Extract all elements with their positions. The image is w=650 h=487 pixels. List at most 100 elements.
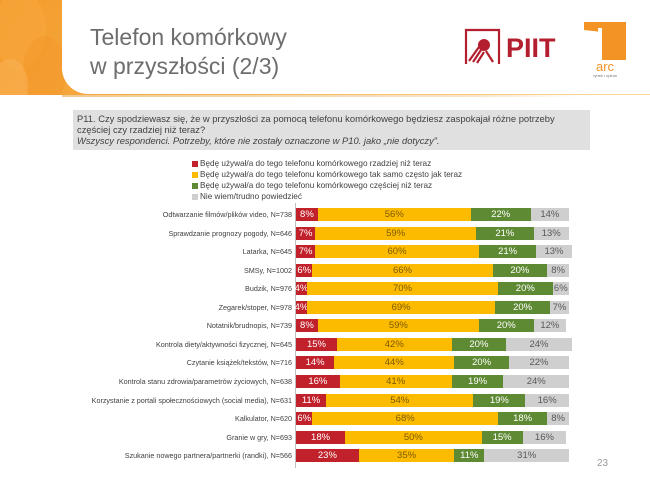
bar-segment xyxy=(336,337,452,351)
bar-segment xyxy=(478,319,534,333)
data-label: 22% xyxy=(491,209,511,220)
legend-label: Będę używał/a do tego telefonu komórkowe… xyxy=(200,181,433,190)
data-label: 8% xyxy=(300,320,314,332)
category-label: Korzystanie z portali społecznościowych … xyxy=(91,395,292,405)
category-label: Latarka, N=645 xyxy=(242,247,292,257)
data-label: 22% xyxy=(529,357,549,369)
category-label: Czytanie książek/tekstów, N=716 xyxy=(186,358,292,368)
bar-segment xyxy=(326,393,474,407)
data-label: 16% xyxy=(308,375,328,387)
slide-title-line1: Telefon komórkowy xyxy=(90,24,287,50)
data-label: 7% xyxy=(552,301,567,313)
page-number: 23 xyxy=(597,458,609,469)
header-divider xyxy=(62,95,582,97)
bar-segment xyxy=(536,245,572,259)
bar-segment xyxy=(549,300,569,314)
bar-segment xyxy=(306,282,498,296)
data-label: 31% xyxy=(517,450,537,462)
bar-segment xyxy=(454,356,509,370)
bar-segment xyxy=(312,412,498,426)
bar-segment xyxy=(345,430,482,444)
data-label: 13% xyxy=(541,227,561,239)
question-subtext: Wszyscy respondenci. Potrzeby, które nie… xyxy=(77,135,440,146)
question-text: P11. Czy spodziewasz się, że w przyszłoś… xyxy=(77,113,555,135)
data-label: 4% xyxy=(294,301,309,313)
header-panel xyxy=(62,0,650,94)
category-label: Kontrola diety/aktywności fizycznej, N=6… xyxy=(155,339,292,349)
arc-logo: arc rynek i opinia xyxy=(584,22,626,78)
data-label: 8% xyxy=(300,209,314,220)
bar-segment xyxy=(481,430,523,444)
arc-logo-text: arc xyxy=(596,59,615,74)
data-label: 20% xyxy=(515,283,535,295)
bar-segment xyxy=(306,300,496,314)
data-label: 20% xyxy=(496,320,516,332)
arc-logo-tagline: rynek i opinia xyxy=(593,73,617,78)
data-label: 59% xyxy=(386,227,406,239)
bar-segment xyxy=(478,245,537,259)
bar-segment xyxy=(503,374,569,388)
legend-label: Będę używał/a do tego telefonu komórkowe… xyxy=(200,159,432,168)
bar-segment xyxy=(334,356,455,370)
data-label: 11% xyxy=(301,394,321,406)
bar-segment xyxy=(498,282,553,296)
slide-title-line2: w przyszłości (2/3) xyxy=(90,53,280,79)
bar-segment xyxy=(492,263,548,277)
category-axis-line xyxy=(295,203,296,468)
bar-segment xyxy=(296,208,318,221)
data-label: 20% xyxy=(510,264,530,276)
bar-segment xyxy=(358,449,455,463)
data-label: 20% xyxy=(472,357,492,369)
data-label: 68% xyxy=(395,413,415,425)
data-label: 13% xyxy=(544,246,564,258)
category-label: Granie w gry, N=693 xyxy=(226,432,292,442)
category-label: Kontrola stanu zdrowia/parametrów życiow… xyxy=(118,376,292,386)
header-decoration xyxy=(0,0,650,100)
bar-segment xyxy=(506,337,572,351)
slide-title: Telefon komórkowy w przyszłości (2/3) xyxy=(90,23,287,81)
legend-swatch xyxy=(192,171,198,178)
data-label: 8% xyxy=(551,413,565,425)
bar-segment xyxy=(296,337,337,351)
data-label: 35% xyxy=(397,450,417,462)
data-label: 41% xyxy=(386,375,406,387)
bar-segment xyxy=(315,226,477,240)
data-label: 15% xyxy=(306,338,326,350)
data-label: 6% xyxy=(297,413,312,425)
bar-segment xyxy=(552,282,569,296)
bar-segment xyxy=(522,430,567,444)
bar-segment xyxy=(339,374,452,388)
legend-label: Będę używał/a do tego telefonu komórkowe… xyxy=(200,170,463,179)
data-label: 4% xyxy=(294,283,309,295)
bar-segment xyxy=(533,226,569,240)
bar-segment xyxy=(533,319,567,333)
bar-segment xyxy=(498,412,548,426)
bar-segment xyxy=(296,319,318,333)
bar-segment xyxy=(296,430,346,444)
bar-segment xyxy=(451,374,504,388)
bar-segment xyxy=(495,300,550,314)
data-label: 54% xyxy=(390,394,410,406)
data-label: 6% xyxy=(553,283,568,295)
bar-segment xyxy=(296,300,307,314)
bar-segment xyxy=(547,263,569,277)
bar-segment xyxy=(470,208,531,221)
data-label: 7% xyxy=(298,246,313,258)
data-label: 19% xyxy=(489,394,509,406)
header-mask xyxy=(0,95,650,100)
data-label: 66% xyxy=(392,264,412,276)
legend-item: Nie wiem/trudno powiedzieć xyxy=(192,191,462,202)
bar-segment xyxy=(296,412,313,426)
legend-item: Będę używał/a do tego telefonu komórkowe… xyxy=(192,158,462,169)
data-label: 56% xyxy=(384,209,404,220)
bar-segment xyxy=(296,356,335,370)
piit-logo-text: PIIT xyxy=(506,33,556,63)
data-label: 16% xyxy=(537,394,557,406)
category-label: Szukanie nowego partnera/partnerki (rand… xyxy=(124,451,292,461)
data-label: 8% xyxy=(551,264,565,276)
data-label: 42% xyxy=(384,338,404,350)
category-label: Zegarek/stoper, N=978 xyxy=(218,302,292,312)
bar-segment xyxy=(484,449,569,463)
piit-logo: PIIT xyxy=(464,28,556,64)
data-label: 60% xyxy=(387,246,407,258)
